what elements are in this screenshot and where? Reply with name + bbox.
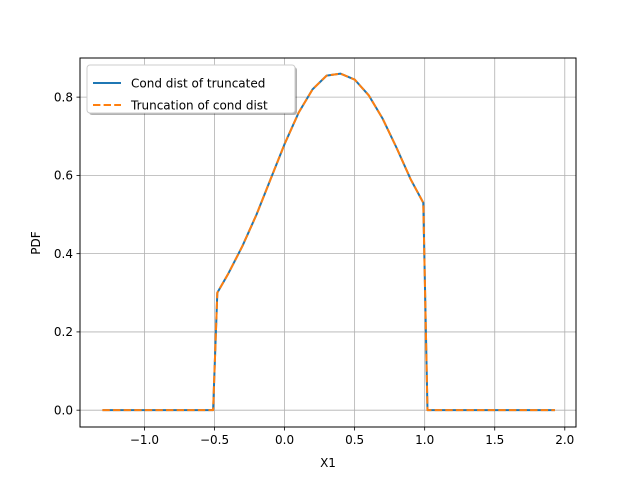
- y-tick-label: 0.0: [54, 403, 73, 417]
- x-tick-label: 2.0: [555, 433, 574, 447]
- y-axis-label: PDF: [29, 231, 43, 254]
- y-tick-label: 0.6: [54, 169, 73, 183]
- y-tick-label: 0.8: [54, 90, 73, 104]
- axes-frame: [79, 57, 577, 428]
- legend-label-1: Cond dist of truncated: [131, 77, 265, 91]
- x-tick-label: −1.0: [130, 433, 159, 447]
- y-tick-label: 0.4: [54, 247, 73, 261]
- x-tick-label: 1.5: [485, 433, 504, 447]
- x-tick-label: −0.5: [200, 433, 229, 447]
- legend-box: [86, 64, 296, 114]
- axis-ticks: −1.0 −0.5 0.0 0.5 1.0 1.5 2.0 0.0 0.2 0.4 0.6 0.8: [54, 90, 574, 447]
- y-tick-label: 0.2: [54, 325, 73, 339]
- legend-label-2: Truncation of cond dist: [130, 99, 268, 113]
- x-axis-label: X1: [320, 456, 336, 470]
- x-tick-label: 0.5: [345, 433, 364, 447]
- plot-lines: [102, 72, 555, 412]
- x-tick-label: 0.0: [275, 433, 294, 447]
- x-tick-label: 1.0: [415, 433, 434, 447]
- legend: Cond dist of truncated Truncation of cond…: [86, 64, 297, 115]
- series-line-2: [102, 72, 555, 412]
